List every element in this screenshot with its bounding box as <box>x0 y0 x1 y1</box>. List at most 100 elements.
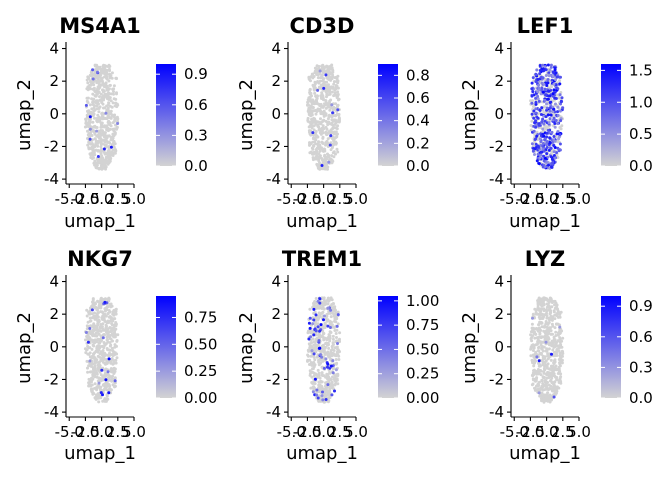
cell-point <box>98 149 102 153</box>
cell-point <box>333 379 337 383</box>
cell-point-expressing <box>536 116 540 120</box>
cell-point <box>312 75 316 78</box>
cell-point-expressing <box>559 75 562 79</box>
cell-point <box>85 99 89 103</box>
cell-point <box>107 321 111 325</box>
cells-expressing <box>307 296 340 402</box>
cell-point <box>328 339 332 343</box>
cell-point <box>331 337 335 341</box>
y-tick-label: 4 <box>271 273 281 291</box>
cell-point <box>322 331 326 335</box>
cell-point <box>545 347 549 351</box>
cell-point <box>88 329 92 333</box>
cell-point <box>112 92 115 96</box>
cell-point-expressing <box>318 69 322 73</box>
cell-point <box>550 339 554 343</box>
cells-expressing <box>530 63 565 170</box>
x-tick-label: -2.5 <box>71 190 100 208</box>
cell-point <box>319 83 323 87</box>
cell-point <box>112 141 116 145</box>
cell-point <box>317 334 321 338</box>
cell-point-expressing <box>530 94 534 98</box>
cell-point <box>86 143 90 147</box>
y-tick-label: 0 <box>49 105 59 123</box>
x-tick-label: 2.5 <box>551 423 575 441</box>
cell-point-expressing <box>552 107 556 111</box>
cell-point <box>317 156 321 160</box>
cell-point <box>111 127 115 131</box>
y-axis-title: umap_2 <box>14 312 35 384</box>
cell-point <box>330 66 334 70</box>
cell-point <box>309 370 313 374</box>
cell-point <box>327 333 331 337</box>
cell-point <box>85 113 89 117</box>
cell-point <box>536 335 540 339</box>
cell-point <box>97 360 101 364</box>
cell-point <box>97 167 101 171</box>
y-tick-label: 2 <box>494 305 504 323</box>
cell-point <box>544 379 548 383</box>
cell-point <box>552 310 556 314</box>
cell-point <box>317 147 321 151</box>
cell-point-expressing <box>84 331 88 334</box>
cell-point-expressing <box>324 73 328 77</box>
cell-point <box>114 309 118 313</box>
cell-point <box>310 375 314 379</box>
cell-point <box>110 357 114 360</box>
cell-point <box>107 64 111 68</box>
cell-point-expressing <box>318 329 322 333</box>
cell-point <box>317 102 321 106</box>
cell-point <box>325 140 329 144</box>
cell-point <box>326 373 330 377</box>
cell-point <box>107 115 110 119</box>
plot-area: -4 -2 0 2 4 -5.0-2.50.02.55.0 <box>266 273 368 441</box>
cell-point <box>331 73 334 77</box>
cell-point-expressing <box>551 71 555 74</box>
cell-point <box>542 375 546 379</box>
cell-point-expressing <box>546 128 550 132</box>
cell-point-expressing <box>548 68 552 72</box>
cell-point-expressing <box>104 111 108 115</box>
cell-point-expressing <box>551 74 555 78</box>
cell-point <box>553 374 557 378</box>
cell-point-expressing <box>319 323 323 327</box>
cell-point <box>104 82 108 86</box>
cell-point <box>93 362 97 365</box>
cell-point <box>98 355 102 359</box>
cell-point <box>309 104 313 108</box>
cell-point-expressing <box>551 140 554 144</box>
cell-point <box>323 154 326 158</box>
cell-point <box>101 311 105 315</box>
cell-point <box>108 84 112 87</box>
cell-point-expressing <box>540 86 544 90</box>
cell-point <box>99 92 103 96</box>
cell-point <box>91 120 95 124</box>
cell-point <box>550 376 554 380</box>
plot-area: -4 -2 0 2 4 -5.0-2.50.02.55.0 <box>266 40 368 208</box>
colorbar-label: 0.50 <box>184 335 217 353</box>
cell-point <box>101 378 105 382</box>
cell-point <box>533 307 537 311</box>
cell-point-expressing <box>544 93 548 97</box>
cell-point <box>330 380 334 384</box>
cell-point <box>311 133 315 137</box>
cell-point-expressing <box>547 74 551 78</box>
cell-point <box>103 67 107 71</box>
cell-point <box>323 161 327 165</box>
color-legend: 0.0 0.3 0.6 0.9 <box>601 296 653 407</box>
cell-point-expressing <box>100 368 104 372</box>
cell-point <box>538 332 542 336</box>
cell-point <box>317 371 321 375</box>
cell-point <box>90 347 94 351</box>
cell-point <box>541 312 544 316</box>
cell-point <box>88 309 92 313</box>
cell-point <box>538 313 542 317</box>
cell-point <box>542 105 546 109</box>
cell-point <box>113 376 117 380</box>
colorbar-label: 1.00 <box>406 292 439 310</box>
cell-point <box>307 342 311 346</box>
cell-point <box>317 128 321 132</box>
cell-point <box>559 375 563 379</box>
cell-point-expressing <box>552 88 556 92</box>
cell-point <box>534 343 538 347</box>
